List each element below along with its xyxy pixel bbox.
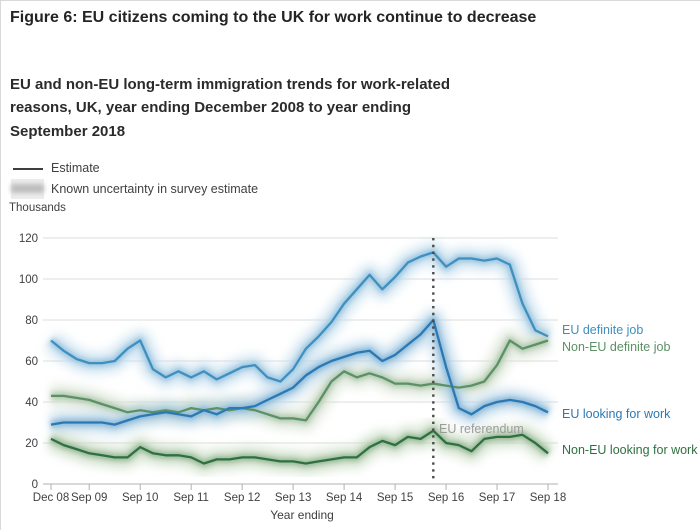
legend-estimate-label: Estimate xyxy=(51,161,100,175)
series-label-eu-definite-job: EU definite job xyxy=(562,323,644,337)
x-tick-label: Dec 08 xyxy=(33,492,69,504)
y-tick-label: 80 xyxy=(25,315,38,327)
series-label-eu-looking-for-work: EU looking for work xyxy=(562,407,671,421)
eu-referendum-annotation: EU referendum xyxy=(439,422,524,436)
legend-uncertainty-label: Known uncertainty in survey estimate xyxy=(51,182,259,196)
estimate-line-swatch xyxy=(13,168,43,170)
y-tick-label: 60 xyxy=(25,356,38,368)
series-label-non-eu-definite-job: Non-EU definite job xyxy=(562,340,671,354)
x-tick-label: Sep 17 xyxy=(479,492,515,504)
y-tick-label: 40 xyxy=(25,397,38,409)
estimate-line-non-eu-looking-for-work xyxy=(50,429,549,465)
uncertainty-band-swatch xyxy=(11,179,44,199)
x-tick-label: Sep 09 xyxy=(71,492,107,504)
figure-subtitle: EU and non-EU long-term immigration tren… xyxy=(10,76,451,140)
x-tick-label: Sep 11 xyxy=(173,492,209,504)
x-tick-label: Sep 13 xyxy=(275,492,311,504)
y-tick-label: 20 xyxy=(25,438,38,450)
estimate-line-non-eu-definite-job xyxy=(51,339,549,422)
uncertainty-band-swatch-core xyxy=(11,184,44,193)
y-tick-label: 100 xyxy=(19,274,38,286)
x-tick-label: Sep 18 xyxy=(530,492,566,504)
x-tick-label: Sep 12 xyxy=(224,492,260,504)
x-tick-label: Sep 16 xyxy=(428,492,464,504)
figure-title: Figure 6: EU citizens coming to the UK f… xyxy=(10,9,537,26)
y-tick-label: 0 xyxy=(32,479,38,491)
estimate-line-eu-definite-job xyxy=(50,251,549,383)
x-tick-label: Sep 14 xyxy=(326,492,363,504)
y-axis-unit-label: Thousands xyxy=(9,202,66,214)
x-tick-label: Sep 10 xyxy=(122,492,158,504)
x-tick-label: Sep 15 xyxy=(377,492,413,504)
x-axis-title: Year ending xyxy=(270,508,334,522)
y-tick-label: 120 xyxy=(19,233,38,245)
estimate-line-eu-looking-for-work xyxy=(50,318,549,426)
series-label-non-eu-looking-for-work: Non-EU looking for work xyxy=(562,443,698,457)
